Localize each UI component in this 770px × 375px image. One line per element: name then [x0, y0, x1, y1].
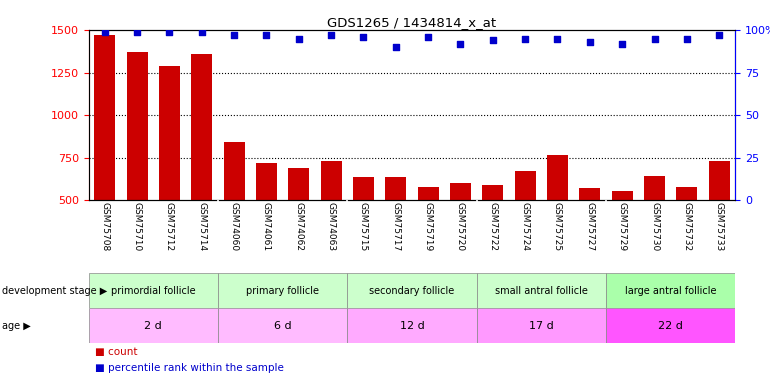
Title: GDS1265 / 1434814_x_at: GDS1265 / 1434814_x_at — [327, 16, 497, 29]
Point — [616, 40, 628, 46]
Text: GSM75717: GSM75717 — [391, 202, 400, 252]
Bar — [644, 176, 665, 200]
Bar — [191, 54, 213, 200]
Bar — [482, 185, 504, 200]
Bar — [477, 308, 606, 343]
Bar — [606, 308, 735, 343]
Text: GSM75715: GSM75715 — [359, 202, 368, 252]
Text: development stage ▶: development stage ▶ — [2, 286, 107, 296]
Point — [228, 32, 240, 38]
Text: GSM75710: GSM75710 — [132, 202, 142, 252]
Point — [163, 29, 176, 35]
Text: GSM75708: GSM75708 — [100, 202, 109, 252]
Text: GSM75733: GSM75733 — [715, 202, 724, 252]
Bar — [606, 273, 735, 308]
Point — [260, 32, 273, 38]
Bar — [347, 308, 477, 343]
Text: GSM75727: GSM75727 — [585, 202, 594, 252]
Bar — [611, 191, 633, 200]
Bar — [450, 183, 471, 200]
Point — [681, 36, 693, 42]
Text: ■ percentile rank within the sample: ■ percentile rank within the sample — [95, 363, 284, 373]
Point — [551, 36, 564, 42]
Bar — [288, 168, 310, 200]
Bar — [223, 141, 245, 200]
Point — [99, 29, 111, 35]
Point — [713, 32, 725, 38]
Bar — [320, 161, 342, 200]
Text: large antral follicle: large antral follicle — [625, 286, 716, 296]
Point — [293, 36, 305, 42]
Bar — [256, 163, 277, 200]
Text: GSM74060: GSM74060 — [229, 202, 239, 252]
Text: GSM75724: GSM75724 — [521, 202, 530, 252]
Bar — [89, 273, 218, 308]
Text: GSM75729: GSM75729 — [618, 202, 627, 252]
Point — [131, 29, 143, 35]
Text: ■ count: ■ count — [95, 347, 138, 357]
Text: small antral follicle: small antral follicle — [495, 286, 588, 296]
Text: GSM75719: GSM75719 — [424, 202, 433, 252]
Text: GSM75720: GSM75720 — [456, 202, 465, 252]
Bar — [126, 52, 148, 200]
Point — [648, 36, 661, 42]
Point — [422, 34, 434, 40]
Bar — [347, 273, 477, 308]
Point — [357, 34, 370, 40]
Text: GSM75722: GSM75722 — [488, 202, 497, 252]
Text: GSM74063: GSM74063 — [326, 202, 336, 252]
Bar — [547, 155, 568, 200]
Text: 22 d: 22 d — [658, 321, 683, 331]
Text: GSM75732: GSM75732 — [682, 202, 691, 252]
Text: GSM74062: GSM74062 — [294, 202, 303, 252]
Point — [519, 36, 531, 42]
Point — [390, 44, 402, 50]
Text: secondary follicle: secondary follicle — [370, 286, 454, 296]
Text: 2 d: 2 d — [144, 321, 162, 331]
Bar — [218, 308, 347, 343]
Point — [196, 29, 208, 35]
Bar — [514, 171, 536, 200]
Bar — [579, 188, 601, 200]
Bar — [89, 308, 218, 343]
Point — [454, 40, 467, 46]
Bar — [159, 66, 180, 200]
Bar — [94, 35, 116, 200]
Text: 6 d: 6 d — [274, 321, 291, 331]
Text: age ▶: age ▶ — [2, 321, 30, 331]
Bar — [708, 161, 730, 200]
Text: 12 d: 12 d — [400, 321, 424, 331]
Text: GSM75725: GSM75725 — [553, 202, 562, 252]
Point — [325, 32, 337, 38]
Point — [487, 37, 499, 43]
Bar — [385, 177, 407, 200]
Bar — [353, 177, 374, 200]
Text: primary follicle: primary follicle — [246, 286, 319, 296]
Text: GSM75730: GSM75730 — [650, 202, 659, 252]
Bar — [676, 188, 698, 200]
Bar — [417, 187, 439, 200]
Bar — [477, 273, 606, 308]
Text: GSM75714: GSM75714 — [197, 202, 206, 252]
Bar — [218, 273, 347, 308]
Text: primordial follicle: primordial follicle — [111, 286, 196, 296]
Text: 17 d: 17 d — [529, 321, 554, 331]
Text: GSM75712: GSM75712 — [165, 202, 174, 252]
Text: GSM74061: GSM74061 — [262, 202, 271, 252]
Point — [584, 39, 596, 45]
